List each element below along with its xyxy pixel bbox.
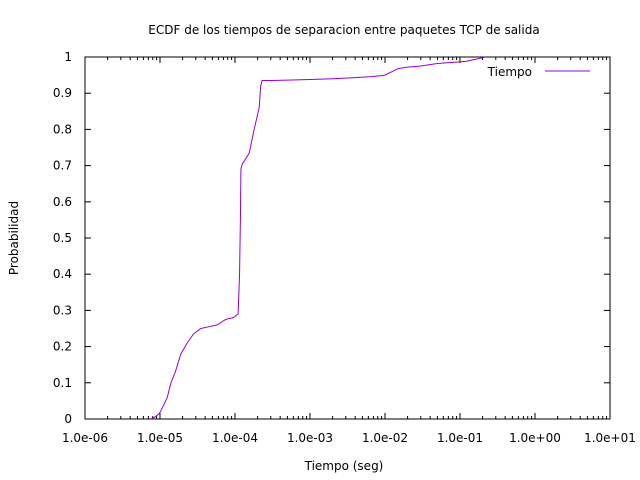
y-tick-label: 1 bbox=[64, 50, 72, 64]
x-tick-label: 1.0e-03 bbox=[287, 431, 333, 445]
x-tick-label: 1.0e-06 bbox=[62, 431, 108, 445]
y-axis-label: Probabilidad bbox=[7, 201, 21, 275]
x-tick-label: 1.0e-05 bbox=[137, 431, 183, 445]
legend: Tiempo bbox=[487, 65, 590, 79]
x-tick-label: 1.0e-02 bbox=[362, 431, 408, 445]
y-tick-label: 0.7 bbox=[53, 159, 72, 173]
x-tick-label: 1.0e+01 bbox=[584, 431, 636, 445]
y-tick-label: 0.3 bbox=[53, 303, 72, 317]
y-tick-label: 0 bbox=[64, 412, 72, 426]
y-tick-label: 0.8 bbox=[53, 122, 72, 136]
y-tick-label: 0.4 bbox=[53, 267, 72, 281]
x-axis-label: Tiempo (seg) bbox=[304, 459, 384, 473]
x-tick-label: 1.0e-04 bbox=[212, 431, 258, 445]
y-tick-label: 0.6 bbox=[53, 195, 72, 209]
x-tick-label: 1.0e+00 bbox=[509, 431, 561, 445]
y-tick-label: 0.2 bbox=[53, 340, 72, 354]
y-tick-label: 0.9 bbox=[53, 86, 72, 100]
series-line bbox=[150, 56, 486, 420]
series-layer bbox=[150, 56, 486, 420]
legend-label: Tiempo bbox=[487, 65, 532, 79]
series-0 bbox=[150, 56, 486, 420]
x-tick-label: 1.0e-01 bbox=[437, 431, 483, 445]
plot-frame bbox=[84, 56, 611, 420]
chart-title: ECDF de los tiempos de separacion entre … bbox=[148, 23, 539, 37]
y-tick-label: 0.5 bbox=[53, 231, 72, 245]
y-tick-label: 0.1 bbox=[53, 376, 72, 390]
axis-ticks: 0 0.1 0.2 0.3 0.4 0.5 0.6 0.7 0.8 0.9 1 1.0e-06 1.0e… bbox=[53, 50, 636, 445]
